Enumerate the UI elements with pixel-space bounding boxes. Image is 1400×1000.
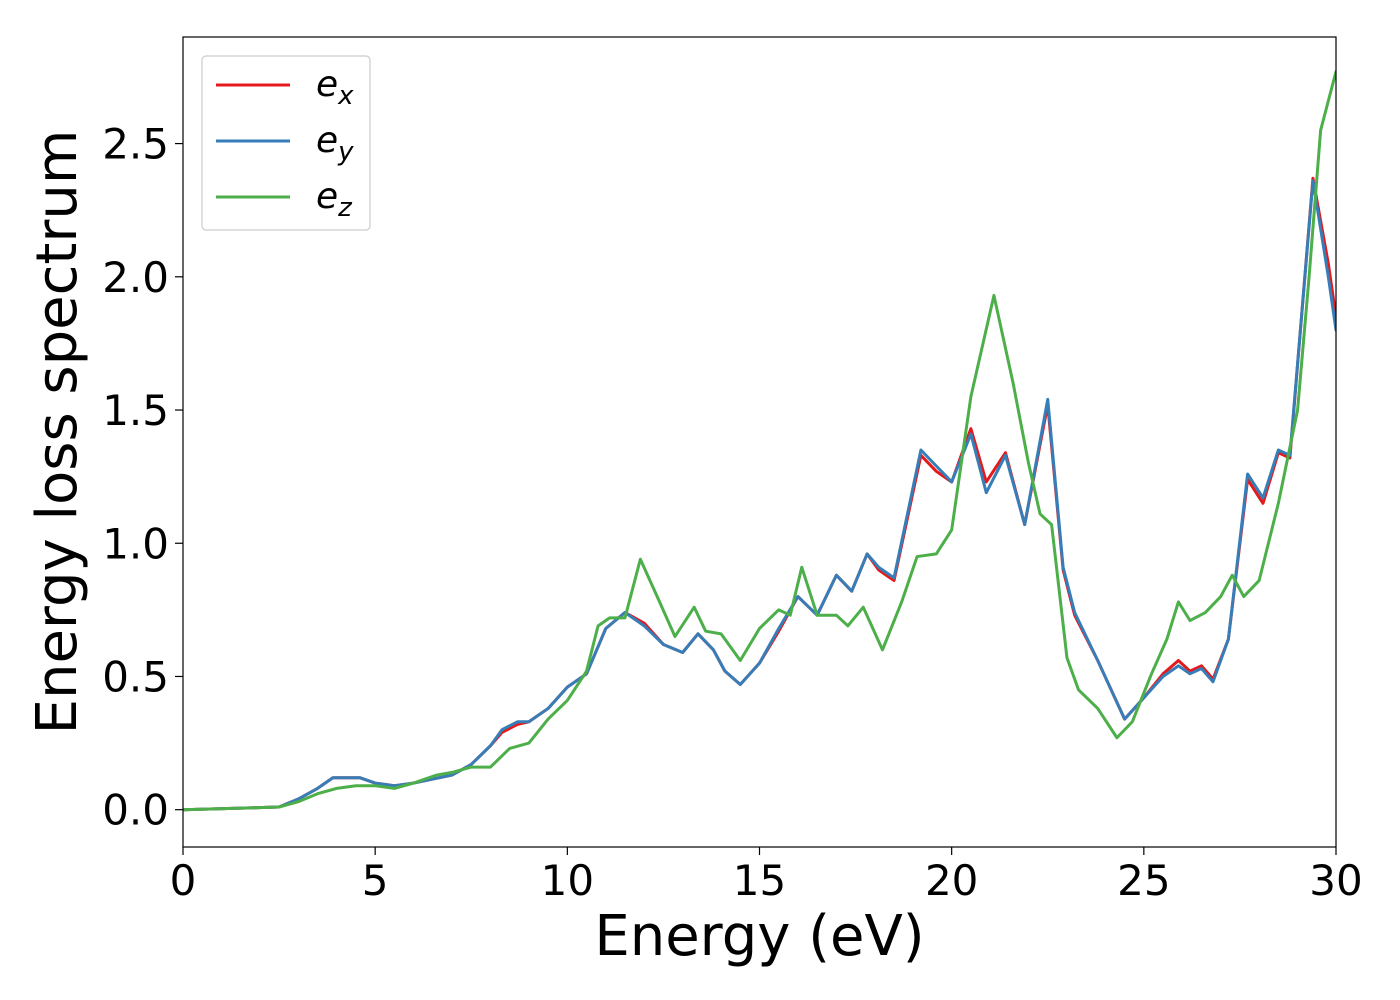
y-tick-label: 1.0 bbox=[102, 519, 169, 568]
legend-label-base: e bbox=[316, 120, 338, 161]
x-tick-label: 25 bbox=[1117, 856, 1170, 905]
legend-box bbox=[201, 55, 371, 231]
y-axis-title: Energy loss spectrum bbox=[25, 130, 90, 735]
x-tick-label: 15 bbox=[733, 856, 786, 905]
legend-label-subscript: y bbox=[337, 137, 354, 167]
y-tick-label: 2.5 bbox=[102, 120, 169, 169]
x-tick-label: 5 bbox=[362, 856, 389, 905]
y-tick-label: 1.5 bbox=[102, 386, 169, 435]
plot-area bbox=[183, 70, 1336, 812]
x-tick-label: 0 bbox=[170, 856, 197, 905]
y-tick-label: 2.0 bbox=[102, 253, 169, 302]
legend-label-ez: ez bbox=[316, 176, 353, 223]
legend-label-ex: ex bbox=[316, 64, 354, 111]
legend-label-ey: ey bbox=[316, 120, 354, 167]
x-axis-title: Energy (eV) bbox=[594, 904, 924, 969]
legend-label-base: e bbox=[316, 176, 338, 217]
series-line-ez bbox=[183, 70, 1336, 812]
axes: 0 5 10 15 20 25 30 0.0 0.5 1.0 1.5 2.0 2.5 bbox=[102, 36, 1363, 905]
x-tick-label: 30 bbox=[1309, 856, 1362, 905]
legend-label-base: e bbox=[316, 64, 338, 105]
y-tick-label: 0.0 bbox=[102, 786, 169, 835]
legend-label-subscript: z bbox=[337, 193, 353, 223]
y-tick-label: 0.5 bbox=[102, 652, 169, 701]
legend-label-subscript: x bbox=[337, 81, 354, 111]
x-tick-label: 10 bbox=[541, 856, 594, 905]
x-tick-label: 20 bbox=[925, 856, 978, 905]
